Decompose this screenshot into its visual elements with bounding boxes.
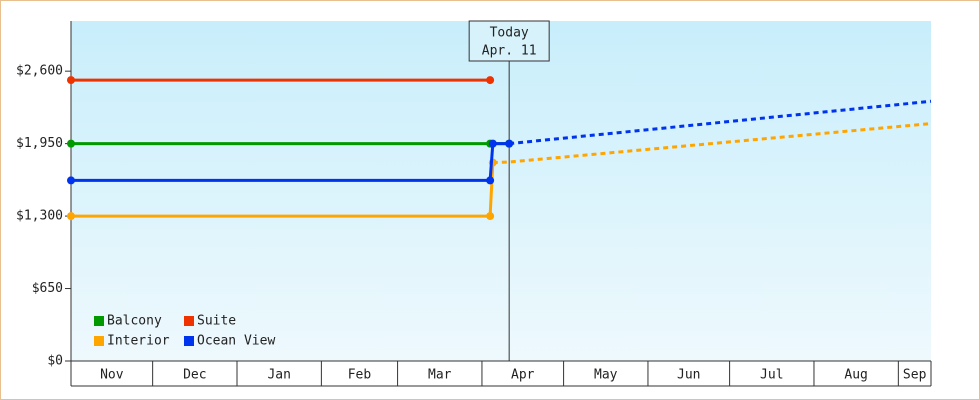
forecast-line (492, 122, 932, 165)
x-tick-label: Apr (511, 368, 535, 383)
today-date: Apr. 11 (482, 44, 537, 59)
legend-swatch (184, 336, 194, 346)
x-tick-label: Sep (903, 368, 927, 383)
point (67, 212, 75, 221)
point (67, 139, 75, 148)
legend-label: Balcony (107, 314, 162, 329)
x-tick-label: Jan (267, 368, 290, 383)
today-label: Today (490, 26, 529, 41)
point (486, 212, 495, 221)
y-tick-label: $650 (32, 281, 63, 296)
x-tick-label: Jul (760, 368, 783, 383)
legend-swatch (94, 336, 104, 346)
today-box (468, 20, 550, 62)
plot-area (71, 21, 931, 361)
point (67, 176, 75, 185)
point (505, 139, 514, 148)
x-tick-label: Feb (348, 368, 372, 383)
y-tick-label: $2,600 (16, 64, 63, 79)
y-tick-label: $0 (47, 354, 63, 369)
legend-label: Interior (107, 334, 170, 349)
series-line (71, 142, 510, 182)
x-tick-label: Aug (844, 368, 867, 383)
forecast-line (509, 99, 932, 146)
point (486, 176, 495, 185)
legend-label: Ocean View (197, 334, 275, 349)
point (486, 76, 495, 85)
y-tick-label: $1,300 (16, 209, 63, 224)
x-tick-label: Mar (428, 368, 452, 383)
point (488, 139, 497, 148)
legend-swatch (184, 316, 194, 326)
legend-label: Suite (197, 314, 236, 329)
x-tick-label: May (594, 368, 618, 383)
x-tick-label: Nov (100, 368, 124, 383)
x-tick-label: Dec (183, 368, 206, 383)
x-tick-label: Jun (677, 368, 700, 383)
y-tick-label: $1,950 (16, 136, 63, 151)
point (67, 76, 75, 85)
legend-swatch (94, 316, 104, 326)
